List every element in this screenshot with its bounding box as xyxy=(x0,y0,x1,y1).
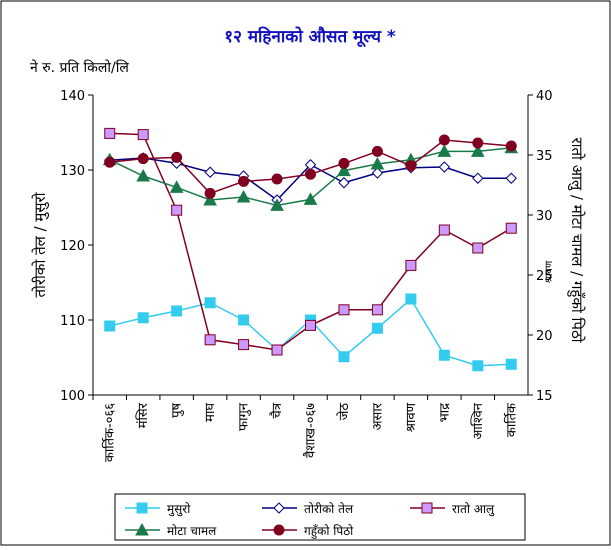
x-tick-label: असार xyxy=(370,402,385,430)
x-tick-label: श्रावण xyxy=(404,402,419,432)
data-point xyxy=(271,173,283,185)
data-point xyxy=(438,349,450,361)
legend-box xyxy=(114,493,526,541)
y2-tick-label: 40 xyxy=(536,89,553,104)
x-tick-label: फागुन xyxy=(237,402,252,431)
data-point xyxy=(437,144,452,157)
x-tick-label: कार्तिक xyxy=(503,402,519,437)
data-point xyxy=(472,172,484,184)
data-point xyxy=(338,351,350,363)
data-point xyxy=(470,144,485,157)
data-point xyxy=(303,192,318,205)
y2-tick-label: 15 xyxy=(536,389,553,404)
legend-marker xyxy=(273,502,285,514)
annotation: श्रावण xyxy=(544,260,555,283)
data-point xyxy=(371,167,384,179)
data-point xyxy=(169,180,184,193)
data-point xyxy=(505,358,517,370)
data-point xyxy=(104,156,116,168)
data-point xyxy=(204,166,216,178)
data-point xyxy=(137,153,149,165)
legend-label: मुसुरो xyxy=(167,502,191,517)
data-point xyxy=(371,145,383,157)
x-tick-label: भाद्र xyxy=(437,402,452,423)
data-point xyxy=(338,177,350,189)
data-point xyxy=(438,224,450,236)
data-point xyxy=(171,151,183,163)
x-tick-label: चैत्र xyxy=(269,402,285,418)
legend-label: गहुँको पिठो xyxy=(304,524,354,539)
data-point xyxy=(171,204,183,216)
data-point xyxy=(438,134,450,146)
data-point xyxy=(238,314,250,326)
legend-label: तोरीको तेल xyxy=(304,502,354,516)
y-tick-label: 120 xyxy=(60,239,85,254)
y-tick-label: 110 xyxy=(60,314,85,329)
y-tick-label: 130 xyxy=(60,164,85,179)
x-tick-label: मंसिर xyxy=(135,402,151,428)
legend-marker xyxy=(136,502,148,514)
data-point xyxy=(405,293,417,305)
data-point xyxy=(204,334,216,346)
data-point xyxy=(236,189,251,203)
data-point xyxy=(305,168,316,180)
data-point xyxy=(270,198,284,211)
legend-marker xyxy=(135,522,149,536)
y-tick-label: 100 xyxy=(60,389,85,404)
data-point xyxy=(238,175,250,187)
data-point xyxy=(137,312,149,324)
data-point xyxy=(472,360,484,372)
data-point xyxy=(472,242,484,254)
data-point xyxy=(238,339,250,351)
legend-label: रातो आलु xyxy=(452,502,495,517)
data-point xyxy=(405,259,417,271)
data-point xyxy=(136,168,151,182)
y2-tick-label: 35 xyxy=(536,149,553,164)
data-point xyxy=(204,187,216,199)
data-point xyxy=(104,320,116,332)
data-point xyxy=(338,157,350,169)
data-point xyxy=(305,319,316,331)
data-point xyxy=(371,322,383,334)
y-axis-label: तोरीको तेल / मुसुरो xyxy=(31,191,50,297)
legend-label: मोटा चामल xyxy=(167,524,217,538)
chart-title: १२ महिनाको औसत मूल्य * xyxy=(224,26,396,48)
data-point xyxy=(370,156,385,170)
legend-marker xyxy=(421,502,433,514)
y2-tick-label: 25 xyxy=(536,269,553,284)
y-tick-label: 140 xyxy=(60,89,85,104)
x-tick-label: जेठ xyxy=(336,403,352,421)
data-point xyxy=(405,160,417,172)
data-point xyxy=(337,163,351,177)
data-point xyxy=(505,222,517,234)
data-point xyxy=(204,297,216,309)
data-point xyxy=(505,172,517,184)
data-point xyxy=(104,127,116,139)
x-tick-label: कार्तिक-०६६ xyxy=(102,403,118,462)
subtitle: ने रु. प्रति किलो/लि xyxy=(30,59,129,76)
data-point xyxy=(438,161,451,173)
data-point xyxy=(472,137,484,149)
data-point xyxy=(203,192,217,206)
x-tick-label: पुष xyxy=(170,403,185,418)
x-tick-label: माघ xyxy=(203,403,218,422)
legend-marker xyxy=(273,524,285,536)
data-point xyxy=(371,304,383,316)
x-tick-label: वैशाख-०६७ xyxy=(303,403,319,458)
data-point xyxy=(171,305,183,317)
data-point xyxy=(338,304,350,316)
y2-tick-label: 20 xyxy=(536,329,553,344)
data-point xyxy=(271,344,283,356)
data-point xyxy=(505,140,517,152)
y2-tick-label: 30 xyxy=(536,209,553,224)
y2-axis-label: रातो आलु / मोटा चामल / गहुँको पिठो xyxy=(567,137,586,343)
data-point xyxy=(137,129,149,141)
x-tick-label: आश्विन xyxy=(470,402,486,439)
